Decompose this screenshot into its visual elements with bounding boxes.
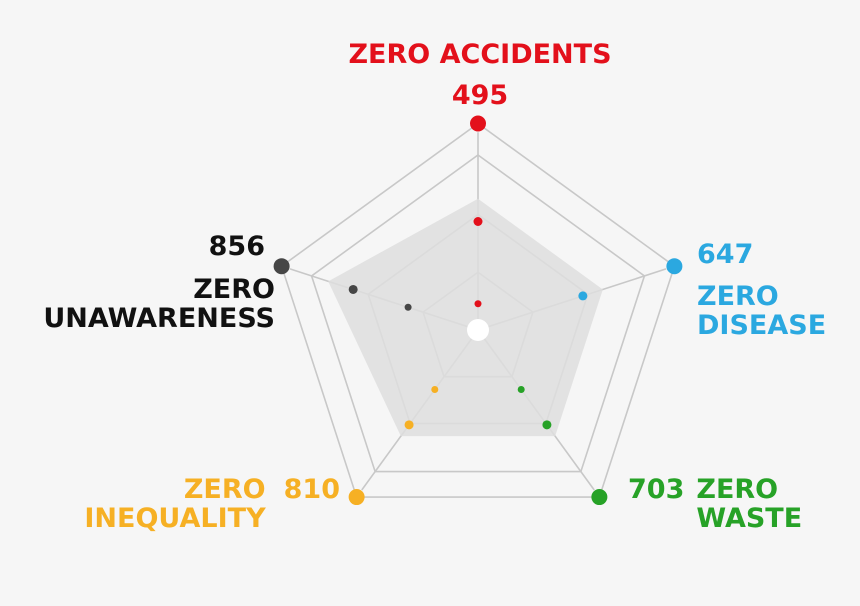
data-point [474,300,482,308]
axis-value: 856 [208,231,265,262]
data-point [542,420,552,430]
axis-label-text: DISEASE [697,310,827,341]
grid-ring [310,154,646,473]
data-point [578,291,588,301]
data-point [404,303,412,311]
data-point [404,420,414,430]
axis-label-zero-disease: 647 ZERO DISEASE [697,240,826,340]
data-markers [273,115,683,506]
axis-label-text: INEQUALITY [84,503,266,534]
data-point [591,489,608,506]
axis-label-zero-waste: 703 ZERO WASTE [628,475,802,533]
data-area [328,198,603,437]
axis-label-zero-inequality: ZERO INEQUALITY 810 [60,475,340,533]
data-point [273,258,290,275]
axis-label-text: WASTE [696,503,803,534]
axis-label-text: ZERO ACCIDENTS [348,39,612,70]
data-point [431,385,439,393]
data-point [517,385,525,393]
axis-value: 495 [451,80,509,111]
axis-value: 647 [697,239,754,270]
axis-label-text: ZERO [696,474,779,505]
data-area-polygon [328,198,603,437]
data-point [348,284,358,294]
axis-label-zero-accidents: ZERO ACCIDENTS 495 [340,40,620,110]
data-point [473,217,483,226]
axis-label-text: UNAWARENESS [43,303,275,334]
axis-label-text: ZERO [183,474,266,505]
axis-label-text: ZERO [193,274,275,305]
outer-ring [280,122,676,498]
data-point [348,489,365,506]
data-point [470,115,486,132]
axis-label-text: ZERO [697,281,779,312]
axis-value: 810 [283,474,340,505]
axis-label-zero-unawareness: 856 ZERO UNAWARENESS [10,232,275,333]
center-dot [467,319,489,341]
data-point [666,258,683,275]
axis-value: 703 [628,474,685,505]
